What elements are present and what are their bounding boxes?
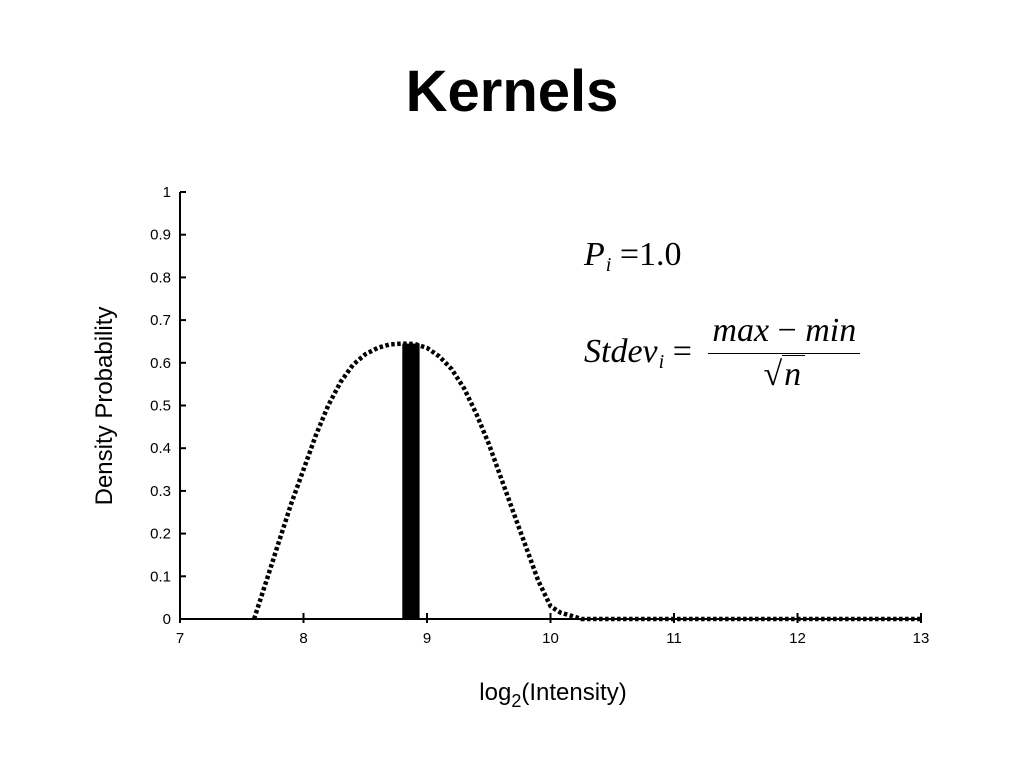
- kernel-bar: [402, 343, 420, 619]
- y-tick-label-3: 0.3: [150, 483, 171, 500]
- p-subscript: i: [605, 254, 612, 276]
- y-tick-label-0: 0: [163, 611, 171, 628]
- x-tick-label-4: 11: [666, 630, 682, 647]
- numerator-minus: −: [777, 312, 797, 349]
- x-axis-label: log2(Intensity): [479, 679, 626, 711]
- axes: 0 0.1 0.2 0.3 0.4 0.5 0.6 0.7 0.8 0.9 1 7 8 9 10 11 12 13: [150, 184, 929, 647]
- y-tick-label-9: 0.9: [150, 227, 171, 244]
- y-axis-label: Density Probability: [91, 307, 118, 506]
- y-tick-label-1: 0.1: [150, 568, 171, 585]
- fraction-denominator: √n: [708, 354, 860, 394]
- y-tick-label-6: 0.6: [150, 355, 171, 372]
- p-value: 1.0: [639, 236, 682, 273]
- y-tick-label-5: 0.5: [150, 398, 171, 415]
- y-tick-label-10: 1: [163, 184, 171, 201]
- y-tick-label-4: 0.4: [150, 440, 171, 457]
- slide-title: Kernels: [405, 59, 619, 124]
- fraction-numerator: max − min: [708, 312, 861, 354]
- y-tick-label-8: 0.8: [150, 269, 171, 286]
- stdev-formula: Stdevi = max − min √n: [584, 312, 861, 394]
- p-formula: Pi =1.0: [584, 236, 682, 277]
- y-tick-label-2: 0.2: [150, 526, 171, 543]
- stdev-fraction: max − min √n: [708, 312, 861, 394]
- denominator-n: n: [782, 355, 806, 393]
- y-tick-label-7: 0.7: [150, 312, 171, 329]
- x-tick-label-1: 8: [299, 630, 307, 647]
- sqrt-icon: √: [763, 356, 783, 393]
- numerator-max: max: [712, 312, 770, 349]
- x-tick-label-5: 12: [789, 630, 806, 647]
- p-symbol: P: [584, 236, 605, 273]
- density-curve-0: [251, 341, 921, 622]
- numerator-min: min: [805, 312, 857, 349]
- stdev-equals: =: [672, 332, 692, 370]
- x-tick-label-0: 7: [176, 630, 184, 647]
- stdev-subscript: i: [658, 350, 665, 373]
- plot-area: [251, 341, 921, 622]
- x-tick-label-2: 9: [423, 630, 431, 647]
- stdev-symbol: Stdev: [584, 332, 658, 370]
- x-tick-label-6: 13: [913, 630, 930, 647]
- x-tick-label-3: 10: [542, 630, 559, 647]
- p-equals: =: [619, 236, 640, 273]
